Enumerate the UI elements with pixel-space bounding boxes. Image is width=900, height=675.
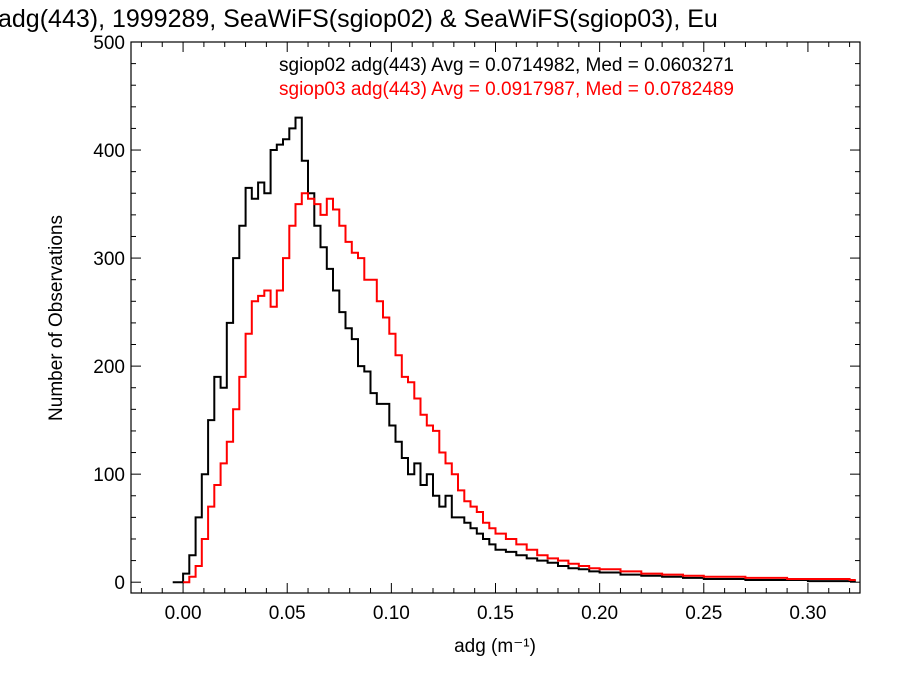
legend: sgiop02 adg(443) Avg = 0.0714982, Med = … [279, 55, 734, 100]
series-line-1 [183, 192, 856, 584]
x-tick-label: 0.00 [165, 603, 202, 624]
y-tick-label: 500 [93, 33, 125, 54]
chart-title: adg(443), 1999289, SeaWiFS(sgiop02) & Se… [0, 5, 718, 33]
legend-entry-sgiop02: sgiop02 adg(443) Avg = 0.0714982, Med = … [279, 55, 734, 76]
axes: 0.00 0.05 0.10 0.15 0.20 0.25 0.30 0 100 200 300 40… [93, 33, 861, 624]
x-tick-label: 0.15 [477, 603, 514, 624]
x-axis-label: adg (m⁻¹) [454, 636, 536, 657]
x-tick-label: 0.20 [581, 603, 618, 624]
y-tick-label: 0 [114, 573, 125, 594]
x-tick-label: 0.05 [269, 603, 306, 624]
x-tick-label: 0.30 [789, 603, 826, 624]
y-axis-label: Number of Observations [46, 215, 67, 421]
series-line-0 [172, 116, 856, 584]
y-tick-label: 200 [93, 357, 125, 378]
y-tick-label: 300 [93, 249, 125, 270]
x-tick-label: 0.25 [685, 603, 722, 624]
legend-entry-sgiop03: sgiop03 adg(443) Avg = 0.0917987, Med = … [279, 79, 734, 100]
plot-area [172, 116, 856, 584]
y-tick-label: 100 [93, 465, 125, 486]
y-tick-label: 400 [93, 141, 125, 162]
x-tick-label: 0.10 [373, 603, 410, 624]
